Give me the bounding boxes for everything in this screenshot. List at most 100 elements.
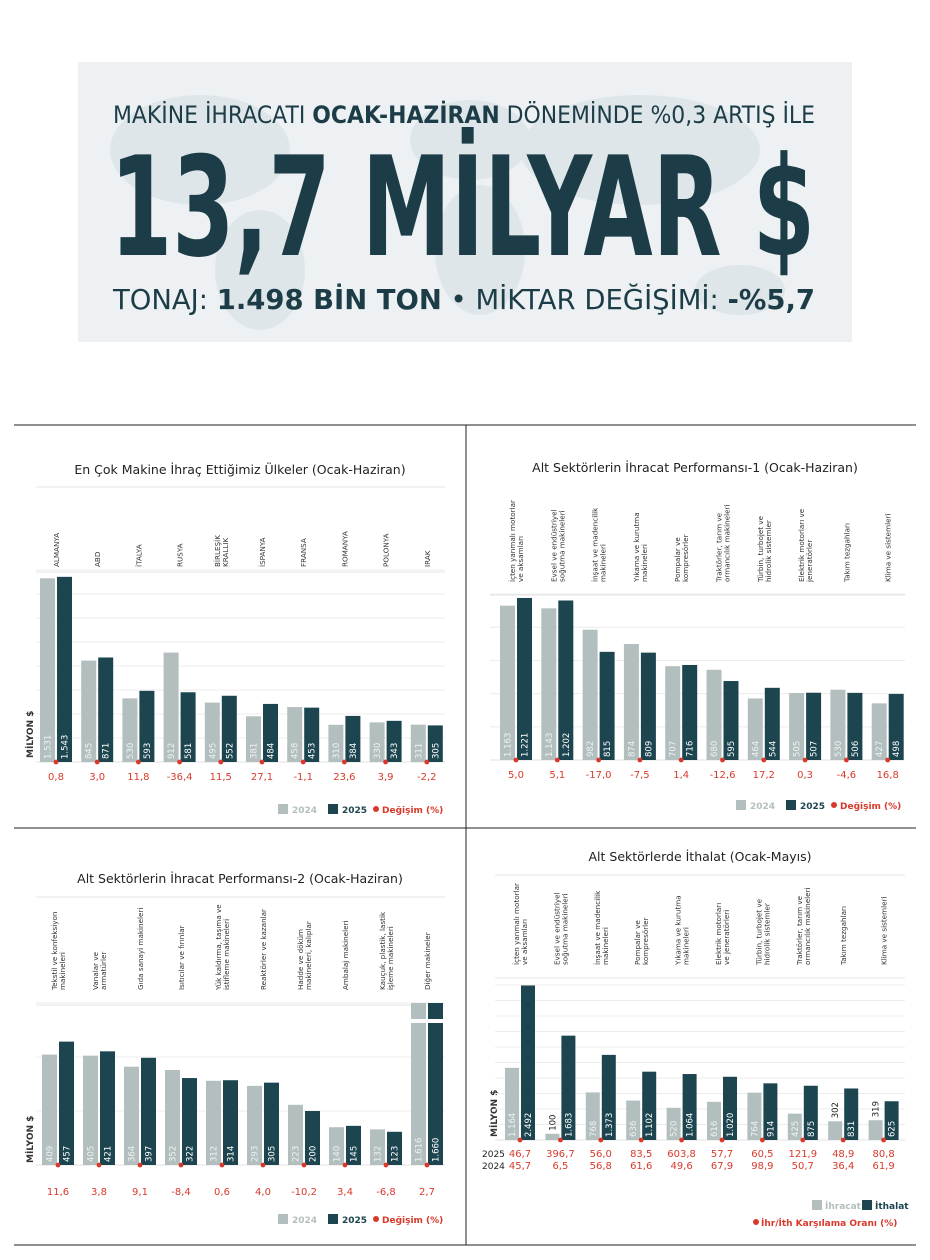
bar-series1 [122, 698, 138, 762]
bar-series2 [517, 597, 532, 760]
bar-series2 [100, 1051, 115, 1165]
bar-value-label: 552 [225, 743, 235, 759]
change-dot [219, 1162, 225, 1168]
chart4-title: Alt Sektörlerde İthalat (Ocak-Mayıs) [588, 849, 811, 864]
bar-value-label: 314 [227, 1146, 237, 1162]
bar-value-label: 200 [309, 1146, 319, 1162]
bar-value-label: 530 [126, 743, 136, 759]
bar-value-label: 319 [872, 1101, 882, 1117]
category-label: kompresörler [641, 917, 650, 965]
change-dot [802, 757, 808, 763]
chart4-legend: İhracat İthalat İhr/İth Karşılama Oranı … [753, 1200, 909, 1229]
ratio-value: 396,7 [546, 1149, 575, 1160]
bar-value-label: 809 [644, 741, 654, 757]
bar-value-label: 458 [291, 743, 301, 759]
change-dot [800, 1137, 806, 1143]
bar-value-label: 595 [727, 741, 737, 757]
chart1-ylabel: MİLYON $ [25, 711, 36, 758]
category-label: Isıtıcılar ve fırınlar [177, 925, 186, 990]
category-label: KRALLIK [221, 538, 230, 567]
bar-series1 [500, 605, 515, 760]
category-label: Traktörler, tarım ve [715, 512, 724, 583]
bar-value-label: 1.020 [726, 1113, 736, 1137]
panel-frame [14, 424, 916, 1246]
bar-series2 [558, 600, 574, 760]
bar-value-label: 845 [85, 743, 95, 759]
bar-series2 [387, 1131, 402, 1165]
banner-headline: 13,7 MİLYAR $ [110, 127, 815, 288]
legend-swatch-ihracat [812, 1200, 822, 1210]
bar-value-label: 2.492 [524, 1113, 534, 1137]
ratio-value: 6,5 [552, 1161, 568, 1172]
bar-series2 [763, 1083, 778, 1140]
bar-series1 [124, 1066, 139, 1165]
bar-value-label: 1.202 [562, 733, 572, 757]
bar-series1 [666, 1107, 681, 1140]
category-label: Yıkama ve kurutma [632, 512, 641, 583]
bar-value-label: 311 [414, 743, 424, 759]
category-label: Kauçuk, plastik, lastik [378, 911, 387, 990]
change-dot [844, 757, 849, 763]
bar-series1 [871, 703, 887, 760]
bar-series1 [206, 1080, 221, 1165]
ratio-value: 56,8 [590, 1161, 612, 1172]
bar-series1 [288, 1104, 303, 1165]
change-value: 3,9 [378, 772, 394, 783]
change-value: 0,6 [214, 1187, 230, 1198]
bar-series2 [806, 692, 822, 760]
chart1-legend: 2024 2025 Değişim (%) [278, 804, 443, 816]
bar-series1 [830, 689, 846, 760]
legend-ratio-dot [753, 1219, 759, 1225]
bar-value-label: 616 [710, 1121, 720, 1137]
change-dot [760, 1137, 765, 1143]
category-label: soğutma makineleri [557, 510, 566, 582]
bar-value-label: 1.064 [686, 1113, 696, 1137]
bar-series2 [386, 720, 402, 762]
bar-value-label: 764 [750, 1121, 760, 1137]
category-label: ve aksamları [520, 919, 529, 965]
bar-value-label: 457 [63, 1146, 73, 1162]
legend-swatch-ithalat [862, 1200, 872, 1210]
bar-series2 [682, 664, 698, 760]
change-dot [596, 757, 601, 763]
legend-swatch-2025 [328, 804, 338, 814]
change-dot [300, 759, 306, 765]
banner-line3: TONAJ: 1.498 BİN TON • MİKTAR DEĞİŞİMİ: … [112, 282, 815, 316]
bar-series2 [682, 1074, 697, 1140]
change-value: -7,5 [630, 770, 650, 781]
change-value: -1,1 [293, 772, 313, 783]
bar-value-label: 145 [350, 1146, 360, 1162]
category-label: makineleri, kalıplar [304, 921, 313, 990]
bar-series2 [601, 1054, 616, 1140]
bar-value-label: 625 [888, 1121, 898, 1137]
change-dot [637, 757, 643, 763]
category-label: Türbin, turbojet ve [754, 898, 763, 966]
change-dot [513, 757, 519, 763]
change-value: 17,2 [753, 770, 775, 781]
ratio-value: 61,9 [872, 1161, 894, 1172]
bar-value-label: 815 [603, 741, 613, 757]
category-label: hidrolik sistemler [762, 903, 771, 965]
bar-value-label: 1.102 [645, 1113, 655, 1137]
bar-value-label: 636 [629, 1121, 639, 1137]
change-value: -6,8 [376, 1187, 396, 1198]
change-value: 5,1 [549, 770, 565, 781]
legend-swatch-2025 [786, 800, 796, 810]
ratio-value: 80,8 [872, 1149, 894, 1160]
bar-series1 [868, 1120, 883, 1140]
category-label: işleme makineleri [386, 926, 395, 990]
chart2-title: Alt Sektörlerin İhracat Performansı-1 (O… [532, 460, 858, 475]
category-label: Traktörler, tarım ve [795, 895, 804, 966]
category-label: Takım tezgahları [842, 523, 851, 583]
category-label: İTALYA [134, 544, 143, 567]
chart2-legend: 2024 2025 Değişim (%) [736, 800, 901, 812]
bar-value-label: 520 [670, 1121, 680, 1137]
change-dot [177, 759, 183, 765]
change-dot [558, 1137, 563, 1143]
bar-value-label: 680 [710, 741, 720, 757]
change-value: -8,4 [171, 1187, 191, 1198]
category-label: ABD [93, 551, 102, 567]
ratio-value: 83,5 [630, 1149, 652, 1160]
bar-value-label: 223 [292, 1146, 302, 1162]
change-dot [840, 1137, 846, 1143]
